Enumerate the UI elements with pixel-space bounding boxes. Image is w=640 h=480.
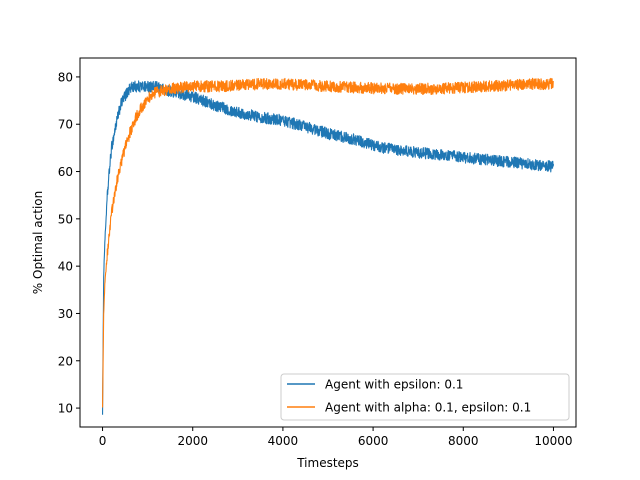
y-tick-label: 20 — [58, 354, 73, 368]
y-axis-label: % Optimal action — [31, 191, 45, 294]
y-tick-label: 70 — [58, 118, 73, 132]
y-tick-label: 30 — [58, 307, 73, 321]
x-axis-label: Timesteps — [296, 456, 359, 470]
legend-label-epsilon: Agent with epsilon: 0.1 — [325, 378, 463, 392]
series-layer — [102, 77, 554, 415]
x-axis-ticks: 0 2000 4000 6000 8000 10000 — [99, 427, 573, 448]
y-tick-label: 60 — [58, 165, 73, 179]
plot-frame — [79, 57, 577, 428]
y-tick-label: 50 — [58, 212, 73, 226]
legend: Agent with epsilon: 0.1 Agent with alpha… — [280, 373, 570, 421]
x-tick-label: 6000 — [358, 434, 389, 448]
x-tick-label: 0 — [99, 434, 107, 448]
x-tick-label: 10000 — [534, 434, 572, 448]
y-tick-label: 10 — [58, 402, 73, 416]
legend-label-alpha: Agent with alpha: 0.1, epsilon: 0.1 — [325, 401, 531, 415]
y-axis-ticks: 10 20 30 40 50 60 70 80 — [58, 70, 80, 416]
y-tick-label: 80 — [58, 70, 73, 84]
x-tick-label: 4000 — [268, 434, 299, 448]
legend-box — [280, 373, 570, 421]
y-tick-label: 40 — [58, 260, 73, 274]
x-tick-label: 8000 — [448, 434, 479, 448]
series-line-1 — [102, 77, 554, 408]
x-tick-label: 2000 — [177, 434, 208, 448]
